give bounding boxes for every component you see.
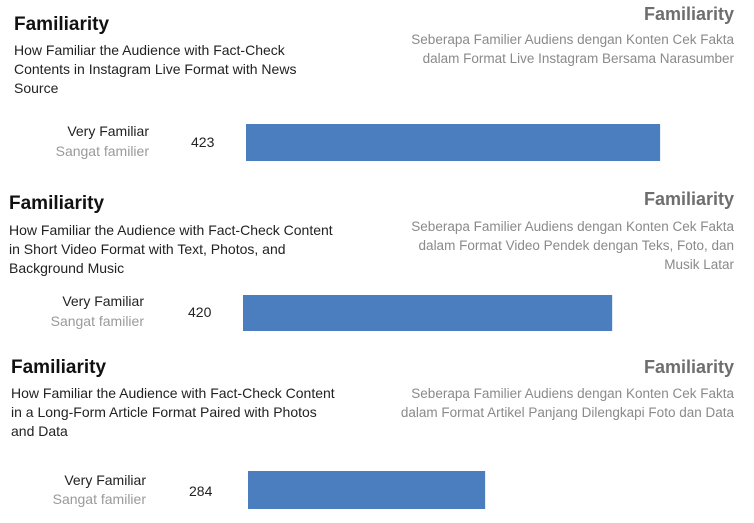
category-label: Very Familiar	[64, 472, 146, 488]
bar-very-familiar	[248, 471, 486, 509]
chart-title: Familiarity	[14, 14, 110, 35]
chart-subtitle: How Familiar the Audience with Fact-Chec…	[9, 222, 333, 276]
bar-very-familiar	[243, 295, 613, 331]
chart-title: Familiarity	[9, 193, 105, 214]
data-label: 284	[189, 483, 213, 499]
category-label: Very Familiar	[67, 123, 149, 139]
chart-subtitle-id: Seberapa Familier Audiens dengan Konten …	[400, 386, 734, 420]
data-label: 423	[191, 134, 215, 150]
data-label: 420	[188, 304, 212, 320]
bar-very-familiar	[246, 124, 661, 161]
chart-subtitle: How Familiar the Audience with Fact-Chec…	[11, 385, 335, 439]
bar-plot	[246, 124, 661, 161]
chart-subtitle-id: Seberapa Familier Audiens dengan Konten …	[411, 32, 734, 66]
chart-title-id: Familiarity	[643, 4, 734, 24]
category-label: Very Familiar	[62, 293, 144, 309]
chart-subtitle: How Familiar the Audience with Fact-Chec…	[14, 42, 297, 96]
chart-title: Familiarity	[11, 357, 107, 378]
chart-title-id: Familiarity	[643, 189, 734, 209]
category-label-id: Sangat familier	[52, 491, 146, 507]
category-label-id: Sangat familier	[50, 313, 144, 329]
category-label-id: Sangat familier	[55, 143, 149, 159]
bar-plot	[243, 295, 613, 331]
chart-subtitle-id: Seberapa Familier Audiens dengan Konten …	[411, 219, 734, 272]
chart-panel-short-video: Familiarity How Familiar the Audience wi…	[9, 189, 734, 331]
chart-panel-instagram-live: Familiarity How Familiar the Audience wi…	[0, 0, 754, 170]
chart-title-id: Familiarity	[643, 357, 734, 377]
